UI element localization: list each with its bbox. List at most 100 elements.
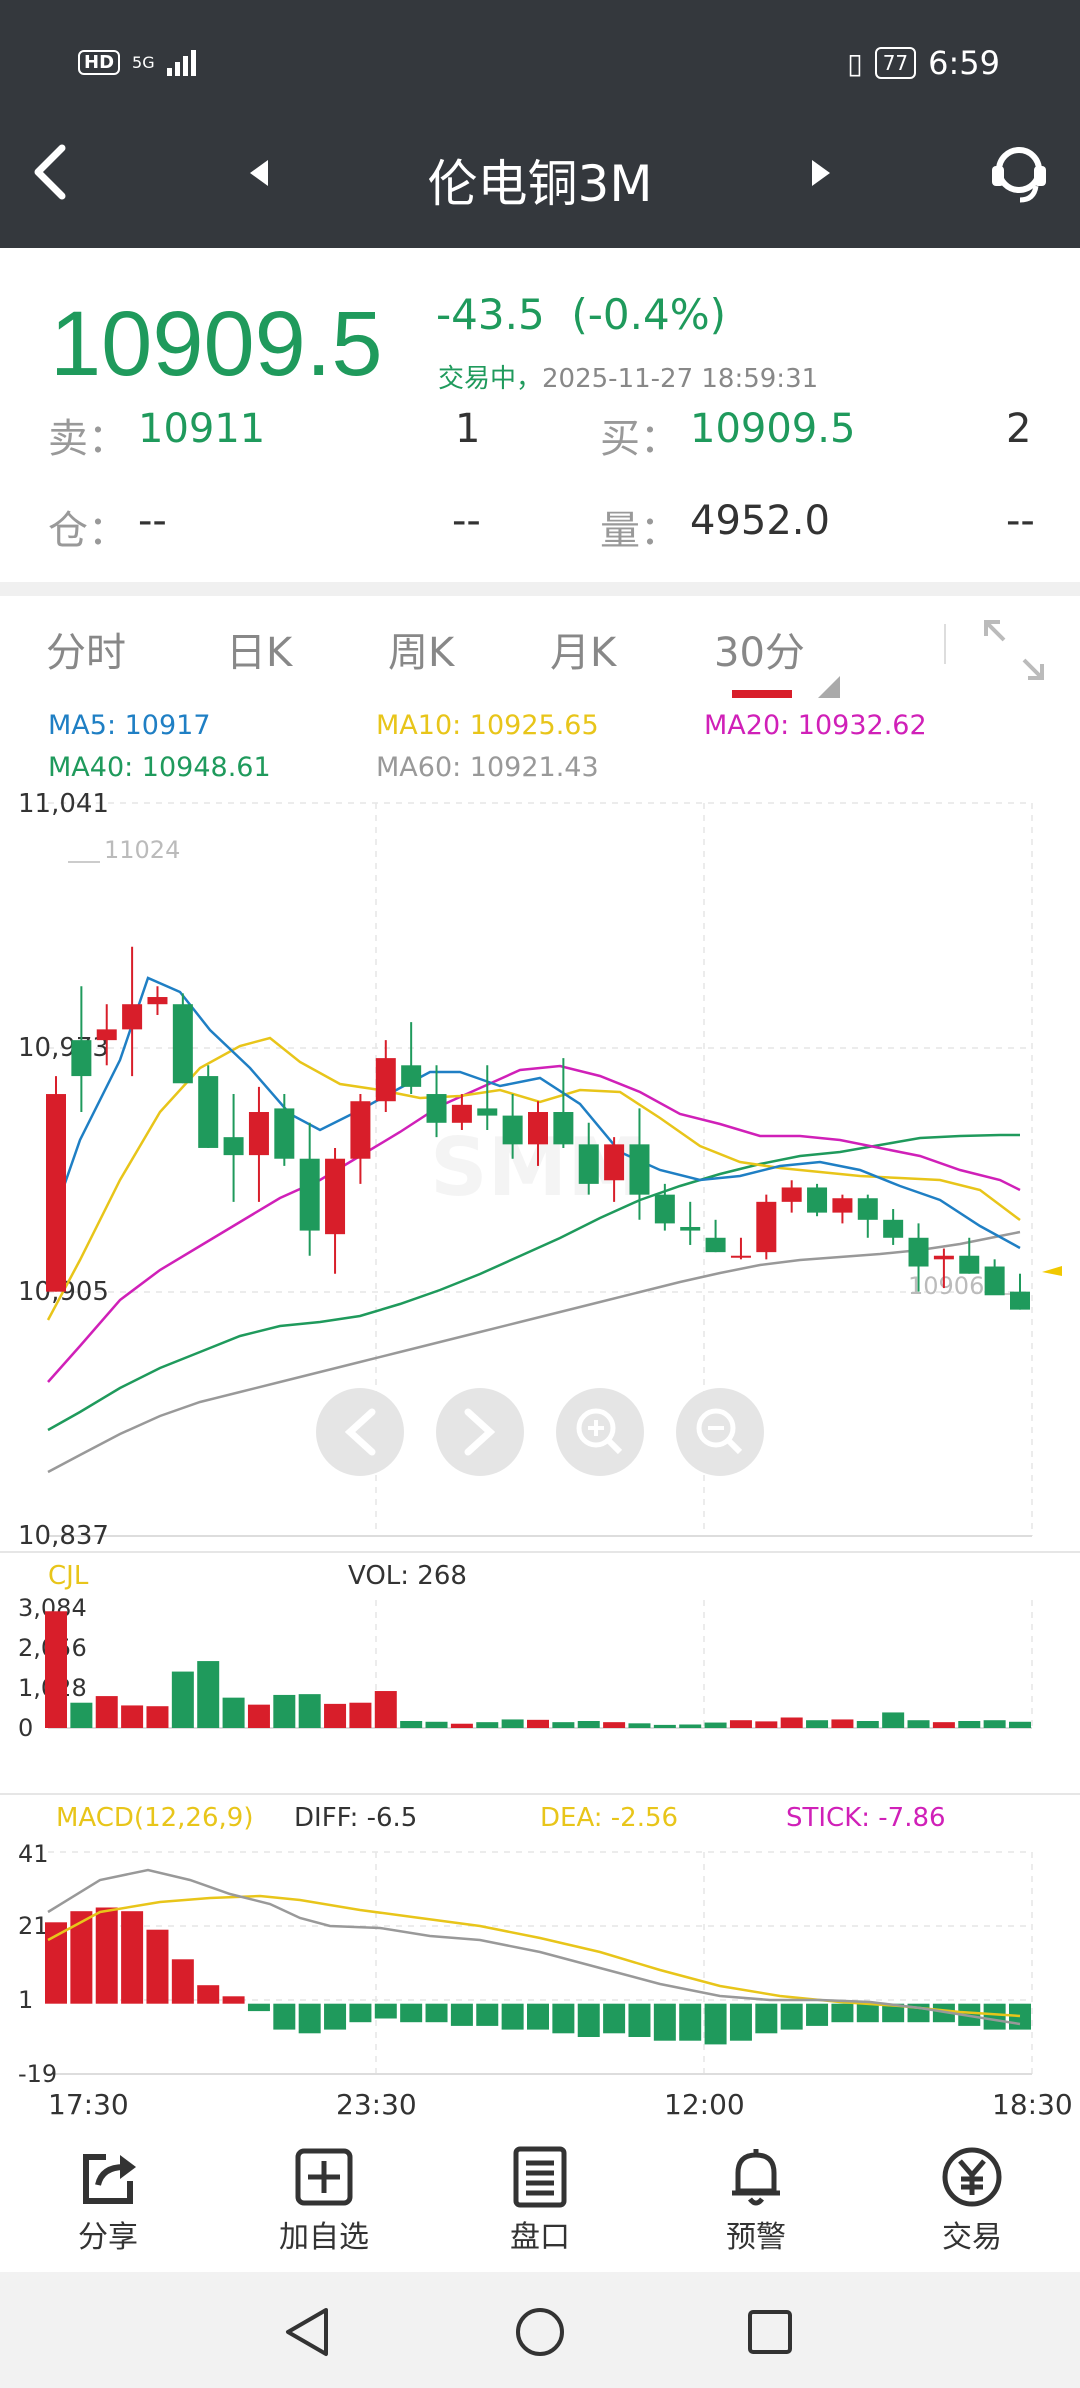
system-back-icon[interactable] — [282, 2306, 334, 2358]
volume-bar — [527, 1719, 549, 1728]
y-tick-high: 11,041 — [18, 789, 109, 819]
share-icon — [38, 2142, 178, 2212]
orderbook-button[interactable]: 盘口 — [470, 2142, 610, 2256]
macd-bar — [806, 2003, 829, 2026]
ma60-value: MA60: 10921.43 — [376, 752, 599, 783]
macd-bar — [856, 2003, 879, 2023]
macd-bar — [653, 2003, 676, 2041]
next-contract-icon[interactable] — [808, 158, 832, 192]
tab-monthly[interactable]: 月K — [550, 630, 617, 676]
candle — [147, 997, 168, 1005]
volume-grid — [375, 1600, 1033, 1728]
candle — [629, 1144, 650, 1195]
volume-change: -- — [1006, 498, 1035, 544]
candle — [553, 1112, 574, 1145]
tab-weekly[interactable]: 周K — [388, 630, 455, 676]
section-divider — [0, 582, 1080, 596]
period-dropdown-icon[interactable] — [818, 676, 840, 698]
macd-bar — [983, 2003, 1006, 2030]
macd-bar — [400, 2003, 423, 2023]
network-label: 5G — [132, 52, 155, 72]
system-recents-icon[interactable] — [746, 2308, 794, 2356]
tab-30min[interactable]: 30分 — [714, 630, 805, 676]
candle — [959, 1255, 980, 1274]
macd-bar — [171, 1959, 194, 2004]
tab-daily[interactable]: 日K — [226, 630, 293, 676]
volume-bar — [374, 1691, 397, 1728]
volume-bar — [1009, 1721, 1031, 1728]
volume-bar — [856, 1720, 879, 1728]
volume-bar — [222, 1697, 245, 1728]
candle — [908, 1237, 929, 1267]
candle — [680, 1226, 701, 1231]
volume-bar — [247, 1704, 270, 1728]
candle — [350, 1101, 371, 1159]
customer-service-icon[interactable] — [986, 140, 1052, 210]
candle — [325, 1158, 346, 1235]
volume-bar — [780, 1717, 803, 1728]
candle — [705, 1237, 726, 1253]
candle — [730, 1255, 751, 1258]
ma5-value: MA5: 10917 — [48, 710, 211, 741]
volume-bar — [704, 1722, 727, 1728]
macd-bar — [603, 2003, 626, 2034]
macd-diff-line — [47, 1868, 1021, 2026]
kline-chart[interactable]: SMM 11,041 10,973 10,905 10,837 11024 10… — [0, 780, 1080, 2120]
candle — [122, 1004, 143, 1030]
zoom-out-button[interactable] — [676, 1388, 764, 1476]
ma10-line — [46, 1036, 1021, 1321]
candle — [96, 1029, 117, 1041]
candle — [375, 1058, 396, 1102]
candle — [654, 1194, 675, 1224]
macd-bar — [324, 2003, 347, 2030]
zoom-in-button[interactable] — [556, 1388, 644, 1476]
y-tick-low: 10,837 — [18, 1521, 109, 1551]
macd-bar — [628, 2003, 651, 2037]
low-marker: 10906 — [908, 1272, 984, 1300]
system-home-icon[interactable] — [514, 2306, 566, 2358]
volume-bar — [653, 1724, 676, 1728]
ma10-value: MA10: 10925.65 — [376, 710, 599, 741]
back-icon[interactable] — [28, 142, 72, 206]
x-tick-1: 23:30 — [336, 2088, 417, 2120]
candle — [426, 1094, 447, 1123]
fullscreen-icon[interactable] — [982, 618, 1046, 686]
signal-icon — [166, 48, 196, 76]
volume-bar — [197, 1661, 220, 1728]
volume-bar — [755, 1721, 778, 1728]
candle — [274, 1108, 295, 1159]
tab-divider — [944, 624, 946, 664]
change-percent: (-0.4%) — [571, 290, 727, 339]
tab-intraday[interactable]: 分时 — [46, 630, 126, 676]
prev-contract-icon[interactable] — [248, 158, 272, 192]
candle — [807, 1187, 828, 1213]
volume-bar — [450, 1723, 473, 1728]
candle — [46, 1094, 66, 1292]
macd-tick-3: -19 — [18, 2060, 57, 2088]
add-watchlist-label: 加自选 — [279, 2220, 369, 2255]
active-tab-indicator — [732, 690, 792, 698]
candle — [477, 1108, 498, 1116]
macd-grid — [48, 1851, 1033, 2074]
share-label: 分享 — [78, 2220, 138, 2255]
trade-button[interactable]: 交易 — [902, 2142, 1042, 2256]
share-button[interactable]: 分享 — [38, 2142, 178, 2256]
candle — [172, 1004, 193, 1084]
current-price-marker — [1042, 1266, 1062, 1276]
volume-bar — [273, 1694, 296, 1728]
quote-timestamp: 2025-11-27 18:59:31 — [542, 364, 819, 394]
macd-bar — [298, 2003, 321, 2034]
volume-bars — [45, 1611, 1031, 1728]
sell-qty: 1 — [455, 406, 481, 452]
candles-group — [46, 946, 1030, 1310]
y-tick-2: 10,973 — [18, 1033, 109, 1063]
sell-price: 10911 — [138, 406, 266, 452]
macd-bar — [501, 2003, 524, 2030]
add-watchlist-button[interactable]: 加自选 — [254, 2142, 394, 2256]
volume-title: CJL — [48, 1561, 89, 1591]
chart-scroll-right-button[interactable] — [436, 1388, 524, 1476]
status-right: ▯ 77 6:59 — [847, 44, 1000, 82]
chart-scroll-left-button[interactable] — [316, 1388, 404, 1476]
volume-bar — [146, 1706, 169, 1728]
alert-button[interactable]: 预警 — [686, 2142, 826, 2256]
